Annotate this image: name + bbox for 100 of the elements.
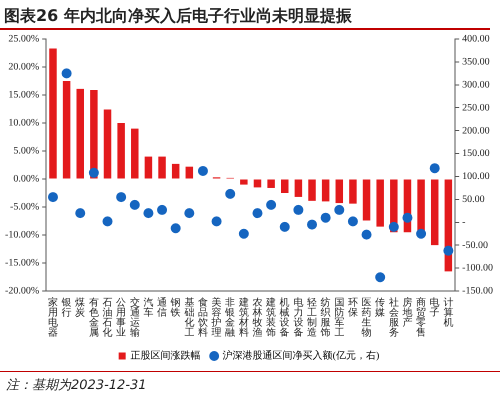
point	[212, 216, 222, 226]
bar	[294, 180, 302, 197]
x-tick-label: 钢铁	[170, 298, 181, 319]
point	[293, 204, 304, 215]
x-tick-label: 汽车	[143, 296, 154, 319]
y-tick-label: -15.00%	[4, 258, 40, 269]
point	[362, 230, 372, 240]
y-tick-label: 20.00%	[8, 62, 40, 73]
bar	[376, 180, 384, 227]
point	[266, 200, 276, 210]
bar	[158, 156, 166, 178]
y-tick-label: 0.00%	[13, 174, 40, 185]
point	[102, 216, 113, 226]
bar	[417, 180, 425, 232]
x-tick-label: 农林牧渔	[251, 298, 262, 339]
y2-tick-label: 250.00	[462, 102, 490, 114]
bar	[430, 180, 438, 246]
y2-tick-label: 350.00	[462, 56, 490, 68]
point	[48, 192, 58, 202]
x-tick-label: 环保	[348, 298, 358, 319]
point	[280, 222, 290, 232]
bar	[322, 180, 330, 202]
x-tick-label: 有色金属	[88, 296, 99, 339]
point	[443, 246, 454, 256]
y2-tick-label: 300.00	[462, 79, 490, 90]
x-tick-label: 轻工制造	[307, 296, 318, 339]
bar	[131, 128, 139, 178]
point	[130, 200, 140, 210]
x-tick-label: 纺织服饰	[320, 296, 331, 339]
y2-tick-label: 200.00	[462, 125, 490, 136]
point	[348, 216, 358, 226]
y-tick-label: -5.00%	[10, 202, 40, 213]
point	[307, 220, 318, 230]
x-tick-label: 房地产	[401, 296, 412, 329]
point	[75, 208, 86, 218]
x-tick-label: 机械设备	[280, 296, 290, 339]
point	[88, 168, 99, 178]
point	[252, 208, 262, 218]
y2-tick-label: -50.00	[462, 240, 488, 251]
point	[157, 204, 168, 215]
y2-tick-label: -150.00	[462, 286, 494, 297]
y2-tick-label: -	[462, 216, 466, 228]
point	[388, 222, 399, 232]
x-tick-label: 社会服务	[388, 296, 399, 339]
legend-label: 正股区间涨跌幅	[130, 350, 201, 362]
x-tick-label: 电力设备	[293, 296, 304, 339]
bar	[267, 180, 275, 188]
x-tick-label: 食品饮料	[196, 296, 208, 339]
x-tick-label: 电子	[430, 296, 440, 319]
bar	[240, 180, 248, 185]
bar	[76, 88, 84, 178]
bar	[144, 156, 152, 178]
bar	[281, 180, 288, 193]
x-tick-label: 传媒	[375, 298, 386, 319]
x-tick-label: 公用事业	[116, 296, 126, 339]
bar	[336, 180, 344, 204]
y2-tick-label: 400.00	[462, 34, 490, 45]
bar	[62, 81, 70, 178]
x-tick-label: 计算机	[443, 296, 454, 329]
x-tick-label: 非银金融	[224, 296, 236, 339]
y2-tick-label: 50.00	[462, 194, 485, 205]
x-tick-label: 银行	[60, 298, 72, 319]
bar	[444, 180, 452, 272]
point	[143, 208, 154, 218]
bar	[349, 180, 357, 204]
point	[238, 228, 249, 239]
bar	[308, 180, 316, 201]
x-tick-label: 国防军工	[334, 298, 344, 339]
y-tick-label: -10.00%	[4, 230, 40, 241]
y-tick-label: 25.00%	[8, 34, 40, 45]
point	[320, 212, 331, 223]
bar	[172, 164, 180, 178]
x-tick-label: 交通运输	[130, 296, 140, 339]
x-tick-label: 商贸零售	[416, 296, 426, 339]
point	[334, 204, 344, 215]
point	[184, 208, 194, 218]
point	[416, 228, 426, 239]
y-tick-label: -20.00%	[4, 286, 40, 297]
point	[62, 68, 72, 78]
point	[170, 223, 181, 234]
x-tick-label: 煤炭	[75, 296, 86, 319]
chart-title: 图表26 年内北向净买入后电子行业尚未明显提振	[0, 0, 490, 30]
x-tick-label: 通信	[157, 296, 168, 319]
y2-tick-label: -100.00	[462, 262, 494, 274]
point	[402, 212, 412, 223]
x-tick-label: 建筑材料	[238, 296, 249, 339]
y2-tick-label: 100.00	[462, 171, 490, 182]
x-tick-label: 石油石化	[102, 298, 113, 339]
point	[430, 163, 440, 174]
x-tick-label: 建筑装饰	[265, 296, 276, 339]
y-tick-label: 5.00%	[13, 146, 40, 157]
y2-tick-label: 150.00	[462, 148, 490, 160]
x-tick-label: 基础化工	[183, 296, 194, 339]
bar	[362, 180, 370, 220]
point	[225, 188, 236, 199]
point	[198, 166, 208, 176]
x-tick-label: 家用电器	[48, 296, 58, 339]
y-tick-label: 10.00%	[8, 118, 40, 129]
bar	[49, 48, 57, 178]
bar	[254, 180, 262, 188]
